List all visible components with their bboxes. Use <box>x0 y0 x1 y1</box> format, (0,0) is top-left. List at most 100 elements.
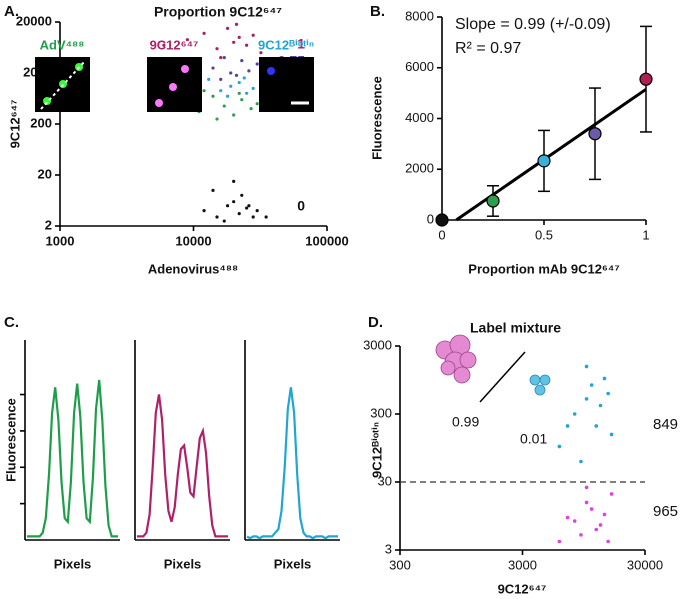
legend-label: 1 <box>297 36 305 52</box>
data-point <box>225 204 230 208</box>
data-point <box>594 527 599 532</box>
annotation: Slope = 0.99 (+/-0.09) <box>455 16 611 33</box>
profile-line <box>246 387 338 540</box>
data-point <box>579 533 583 537</box>
data-point <box>572 519 577 523</box>
data-point <box>207 77 211 81</box>
data-point <box>240 193 244 197</box>
count-label: 849 <box>653 416 678 433</box>
fit-line <box>455 88 647 222</box>
data-point <box>237 91 241 95</box>
x-tick-label: 0 <box>438 227 445 242</box>
data-point <box>185 38 189 42</box>
data-point <box>237 35 241 39</box>
data-point <box>234 73 239 77</box>
image-label: AdV⁴⁸⁸ <box>40 37 85 52</box>
data-point <box>232 40 236 44</box>
data-point <box>211 188 215 192</box>
data-point <box>606 391 610 396</box>
data-point <box>584 364 589 369</box>
data-point <box>237 212 241 216</box>
data-point <box>609 492 614 496</box>
y-tick-label: 3 <box>385 541 392 556</box>
y-tick-label: 30 <box>378 473 392 488</box>
data-point <box>486 194 500 208</box>
particle <box>169 83 177 91</box>
data-point <box>215 47 219 51</box>
data-point <box>572 412 577 416</box>
x-tick-label: 3000 <box>508 557 537 572</box>
inset-title: Label mixture <box>470 320 561 336</box>
data-point <box>237 80 241 85</box>
icon-igg <box>534 384 546 396</box>
data-point <box>565 515 570 520</box>
data-point <box>222 219 226 223</box>
x-tick-label: 300 <box>389 557 411 572</box>
data-point <box>609 432 614 437</box>
data-point <box>584 397 589 401</box>
data-point <box>232 200 236 204</box>
y-axis-label: 9C12⁶⁴⁷ <box>7 100 22 149</box>
data-point <box>251 215 255 219</box>
panel-letter: A. <box>4 3 19 20</box>
profile-line <box>137 394 228 538</box>
count-label: 965 <box>653 503 678 520</box>
data-point <box>234 22 239 26</box>
y-tick-label: 6000 <box>405 59 434 74</box>
y-axis-label: Fluorescence <box>3 398 18 482</box>
y-tick-label: 20 <box>38 166 52 181</box>
legend-label: 0 <box>297 198 305 214</box>
data-point <box>215 117 219 121</box>
icon-igm <box>440 360 456 376</box>
data-point <box>229 84 233 88</box>
image-label: 9C12⁶⁴⁷ <box>150 37 199 52</box>
data-point <box>557 539 562 544</box>
data-point <box>435 213 449 227</box>
data-point <box>232 179 236 183</box>
y-tick-label: 3000 <box>363 337 392 352</box>
data-point <box>579 459 583 464</box>
data-point <box>202 89 206 93</box>
y-tick-label: 4000 <box>405 110 434 125</box>
x-tick-label: 0.5 <box>535 227 553 242</box>
x-tick-label: 1000 <box>46 233 75 248</box>
data-point <box>588 127 602 141</box>
proportion-label: 0.99 <box>452 414 479 430</box>
data-point <box>245 43 249 47</box>
data-point <box>584 485 589 490</box>
data-point <box>584 500 589 505</box>
data-point <box>219 56 223 60</box>
x-tick-label: 30000 <box>627 557 663 572</box>
profile-path <box>40 60 86 110</box>
y-tick-label: 200 <box>30 115 52 130</box>
data-point <box>602 512 607 517</box>
panel-letter: B. <box>370 3 385 20</box>
x-tick-label: 100000 <box>305 233 348 248</box>
data-point <box>202 209 206 213</box>
annotation: R² = 0.97 <box>455 40 521 57</box>
data-point <box>251 33 255 37</box>
x-axis-label: Pixels <box>164 556 202 571</box>
data-point <box>229 71 233 75</box>
y-tick-label: 20000 <box>16 13 52 28</box>
data-point <box>242 76 246 80</box>
panel-letter: D. <box>368 314 383 331</box>
data-point <box>219 77 223 81</box>
x-axis-label: Pixels <box>54 556 92 571</box>
data-point <box>606 539 610 544</box>
data-point <box>598 523 603 527</box>
data-point <box>247 204 251 208</box>
data-point <box>232 113 236 117</box>
data-point <box>557 444 562 449</box>
y-tick-label: 2 <box>45 217 52 232</box>
icon-igm <box>459 351 477 369</box>
data-point <box>225 94 230 98</box>
data-point <box>639 72 653 86</box>
data-point <box>219 89 223 93</box>
data-point <box>598 403 603 408</box>
data-point <box>602 376 607 381</box>
y-tick-label: 2000 <box>405 161 434 176</box>
y-tick-label: 0 <box>427 211 434 226</box>
panel-letter: C. <box>4 314 19 331</box>
